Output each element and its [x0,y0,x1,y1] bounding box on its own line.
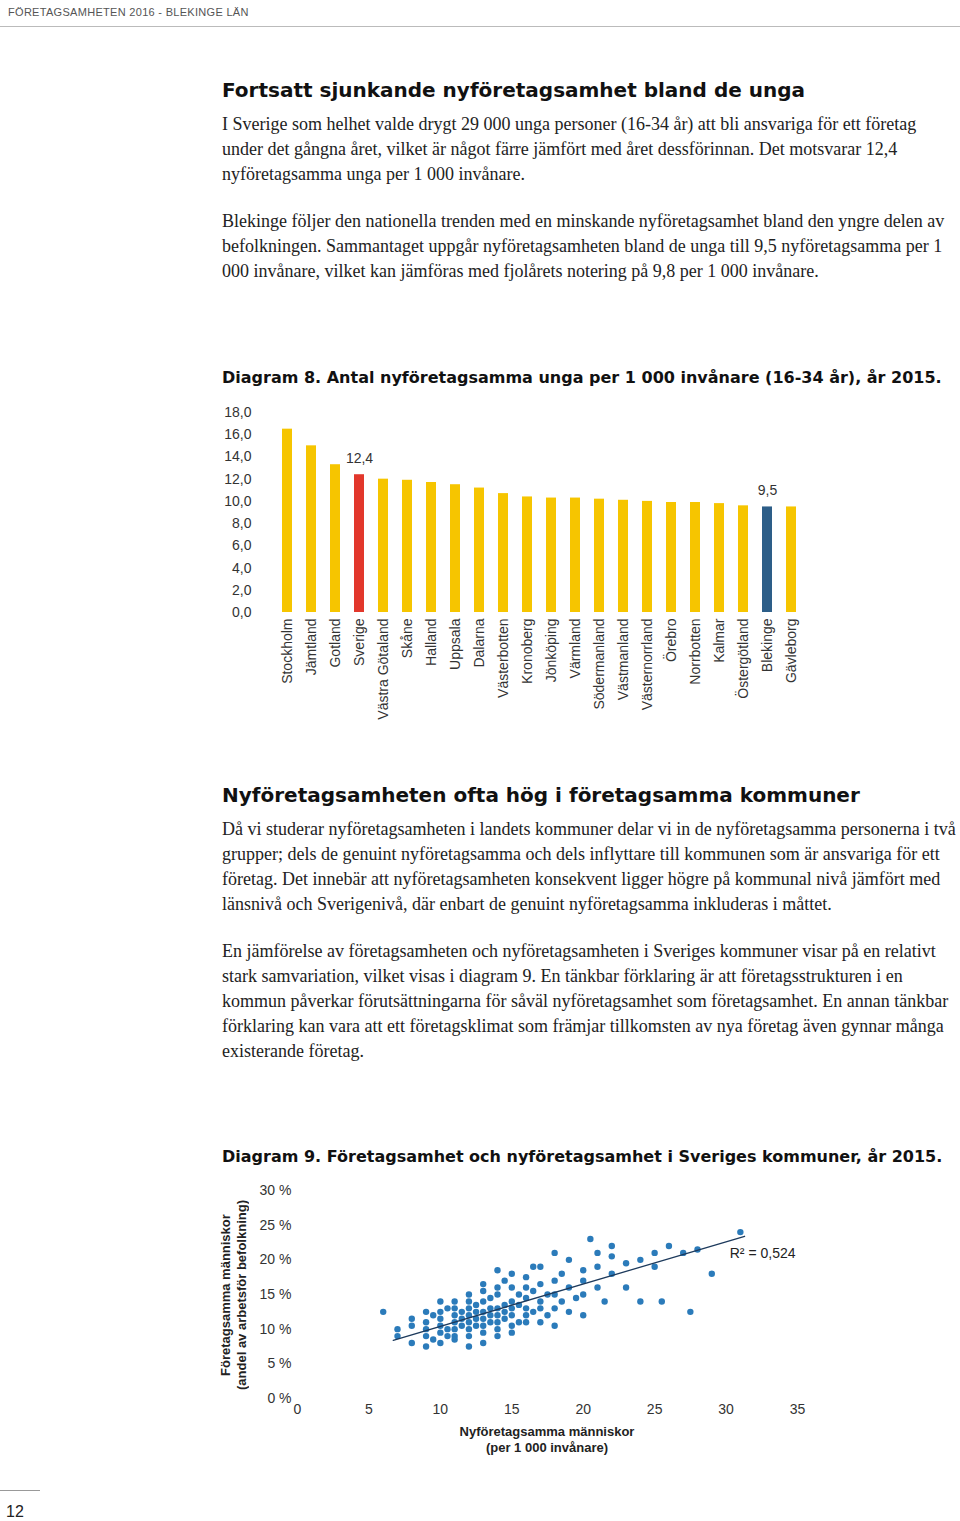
svg-text:Gävleborg: Gävleborg [783,619,799,684]
svg-text:2,0: 2,0 [232,582,252,598]
svg-text:Kalmar: Kalmar [711,618,727,663]
svg-text:20 %: 20 % [260,1251,292,1267]
svg-text:Blekinge: Blekinge [759,618,775,672]
svg-text:20: 20 [575,1401,591,1417]
svg-text:Gotland: Gotland [327,619,343,668]
html-text:Nyföretagsamheten ofta hög i f: Nyföretagsamheten ofta hög i företagsamm… [222,783,860,807]
svg-text:Jönköping: Jönköping [543,619,559,683]
svg-text:5: 5 [365,1401,373,1417]
svg-text:12,0: 12,0 [224,471,251,487]
svg-text:Östergötland: Östergötland [734,619,751,699]
html-text:Då vi studerar nyföretagsamhet: Då vi studerar nyföretagsamheten i lande… [222,819,956,914]
svg-text:25 %: 25 % [260,1217,292,1233]
svg-text:Örebro: Örebro [662,618,679,662]
svg-text:6,0: 6,0 [232,537,252,553]
svg-text:Västerbotten: Västerbotten [495,619,511,698]
svg-text:Halland: Halland [423,619,439,666]
svg-text:Kronoberg: Kronoberg [519,619,535,684]
svg-text:5 %: 5 % [267,1355,291,1371]
html-text:En jämförelse av företagsamhet: En jämförelse av företagsamheten och nyf… [222,941,949,1061]
html-text:Diagram 8. Antal nyföretagsamm: Diagram 8. Antal nyföretagsamma unga per… [222,368,942,387]
svg-text:0 %: 0 % [267,1390,291,1406]
svg-text:14,0: 14,0 [224,448,251,464]
svg-text:Uppsala: Uppsala [447,618,463,670]
svg-text:Sverige: Sverige [351,618,367,666]
svg-text:Stockholm: Stockholm [279,619,295,684]
svg-text:R² = 0,524: R² = 0,524 [730,1245,796,1261]
svg-text:Västra Götaland: Västra Götaland [375,619,391,720]
html-text:12: 12 [6,1503,24,1520]
svg-text:Jämtland: Jämtland [303,619,319,676]
svg-text:Norrbotten: Norrbotten [687,619,703,685]
svg-text:30: 30 [718,1401,734,1417]
svg-text:Skåne: Skåne [399,618,415,658]
svg-text:9,5: 9,5 [758,482,778,498]
html-text:Blekinge följer den nationella: Blekinge följer den nationella trenden m… [222,211,945,281]
svg-text:10: 10 [433,1401,449,1417]
svg-text:Västernorrland: Västernorrland [639,619,655,711]
svg-text:10 %: 10 % [260,1321,292,1337]
html-text:FÖRETAGSAMHETEN 2016 - BLEKING: FÖRETAGSAMHETEN 2016 - BLEKINGE LÄN [8,6,249,18]
html-text:Fortsatt sjunkande nyföretagsa: Fortsatt sjunkande nyföretagsamhet bland… [222,78,805,102]
svg-text:0: 0 [294,1401,302,1417]
html-text:I Sverige som helhet valde dry: I Sverige som helhet valde drygt 29 000 … [222,114,917,184]
html-text:Diagram 9. Företagsamhet och n: Diagram 9. Företagsamhet och nyföretagsa… [222,1147,943,1166]
svg-text:25: 25 [647,1401,663,1417]
svg-text:18,0: 18,0 [224,404,251,420]
svg-text:12,4: 12,4 [346,450,373,466]
svg-text:0,0: 0,0 [232,604,252,620]
svg-text:Värmland: Värmland [567,619,583,679]
svg-text:16,0: 16,0 [224,426,251,442]
svg-text:35: 35 [790,1401,806,1417]
svg-text:Västmanland: Västmanland [615,619,631,701]
svg-text:15: 15 [504,1401,520,1417]
html-text:Företagsamma människor (andel: Företagsamma människor (andel av arbetsf… [218,1200,249,1390]
svg-text:Södermanland: Södermanland [591,619,607,710]
svg-text:15 %: 15 % [260,1286,292,1302]
svg-text:8,0: 8,0 [232,515,252,531]
html-text:Nyföretagsamma människor (per: Nyföretagsamma människor (per 1 000 invå… [459,1424,635,1455]
svg-text:Dalarna: Dalarna [471,618,487,667]
svg-text:30 %: 30 % [260,1182,292,1198]
svg-text:4,0: 4,0 [232,560,252,576]
svg-text:10,0: 10,0 [224,493,251,509]
